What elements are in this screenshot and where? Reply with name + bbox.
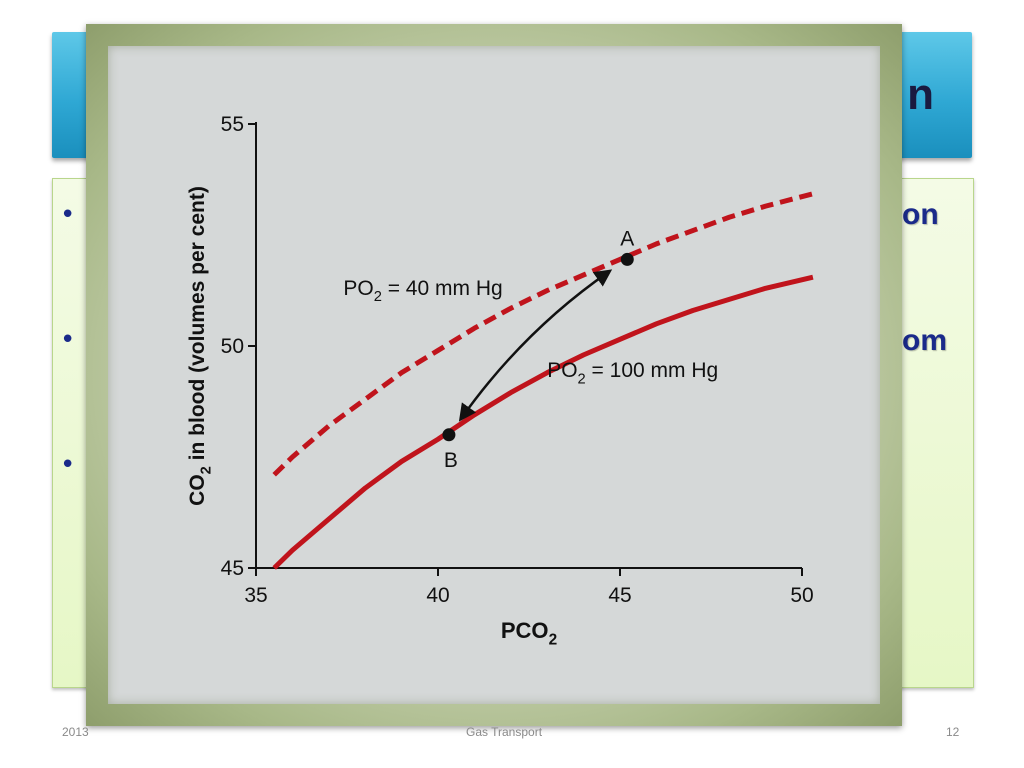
point-a-label: A — [620, 227, 634, 250]
po2-100-label: PO2 = 100 mm Hg — [547, 359, 718, 387]
y-axis-title: CO2 in blood (volumes per cent) — [186, 186, 214, 506]
co2-dissociation-chart: 35 40 45 50 45 50 55 PCO2 CO2 in blood (volumes … — [186, 113, 818, 649]
x-tick-label: 50 — [790, 584, 813, 607]
figure-frame: 35 40 45 50 45 50 55 PCO2 CO2 in blood (volumes … — [86, 24, 902, 726]
x-tick-label: 35 — [244, 584, 267, 607]
footer-date: 2013 — [62, 725, 89, 739]
y-tick-label: 45 — [221, 557, 244, 580]
footer-page-number: 12 — [946, 725, 960, 739]
x-tick-label: 45 — [608, 584, 631, 607]
po2-40-label: PO2 = 40 mm Hg — [343, 277, 502, 305]
x-axis-title: PCO2 — [501, 618, 557, 649]
point-b — [442, 428, 456, 442]
footer-title: Gas Transport — [466, 725, 543, 739]
bullet-1: • — [60, 200, 76, 230]
series-po2-100-solid-line — [272, 274, 814, 570]
bullet-2: • — [60, 325, 76, 355]
x-tick-label: 40 — [426, 584, 449, 607]
bullet-2-text-fragment: om — [902, 324, 947, 357]
figure-panel: 35 40 45 50 45 50 55 PCO2 CO2 in blood (volumes … — [108, 46, 880, 704]
bullet-1-text-fragment: on — [902, 198, 939, 231]
bullet-3: • — [60, 450, 76, 480]
y-tick-label: 55 — [221, 113, 244, 136]
point-b-label: B — [444, 449, 458, 472]
y-tick-label: 50 — [221, 335, 244, 358]
series-po2-40-dashed-line — [272, 190, 818, 477]
point-a — [620, 252, 634, 266]
slide-title-fragment: n — [907, 70, 934, 119]
a-b-double-arrow — [458, 269, 613, 422]
